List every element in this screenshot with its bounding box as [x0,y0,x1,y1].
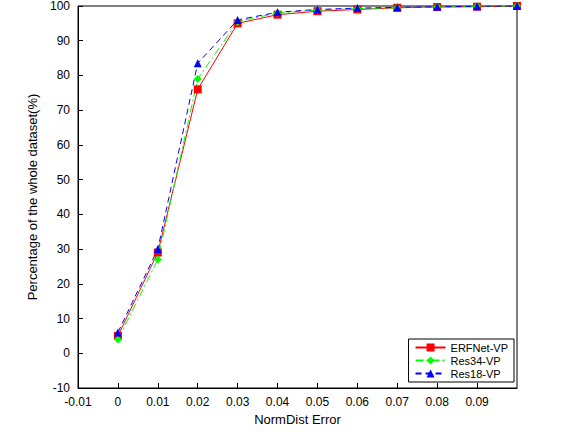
svg-text:0: 0 [63,346,70,360]
svg-text:0.05: 0.05 [306,395,330,409]
svg-text:Res34-VP: Res34-VP [451,355,501,367]
svg-text:0.06: 0.06 [346,395,370,409]
svg-text:80: 80 [57,68,71,82]
svg-text:40: 40 [57,207,71,221]
svg-text:0: 0 [115,395,122,409]
svg-text:100: 100 [50,0,70,13]
svg-text:0.07: 0.07 [386,395,410,409]
svg-text:60: 60 [57,138,71,152]
svg-text:30: 30 [57,242,71,256]
svg-text:0.03: 0.03 [226,395,250,409]
svg-text:Res18-VP: Res18-VP [451,368,501,380]
svg-text:0.08: 0.08 [426,395,450,409]
svg-text:-0.01: -0.01 [64,395,92,409]
svg-text:Percentage of the whole datase: Percentage of the whole dataset(%) [25,94,40,301]
svg-text:-10: -10 [53,381,71,395]
svg-text:ERFNet-VP: ERFNet-VP [451,342,508,354]
svg-text:0.02: 0.02 [186,395,210,409]
svg-text:70: 70 [57,103,71,117]
svg-text:NormDist Error: NormDist Error [254,412,341,427]
svg-text:0.04: 0.04 [266,395,290,409]
svg-text:20: 20 [57,277,71,291]
svg-text:90: 90 [57,34,71,48]
svg-text:0.09: 0.09 [465,395,489,409]
svg-text:50: 50 [57,173,71,187]
svg-text:10: 10 [57,312,71,326]
svg-text:0.01: 0.01 [146,395,170,409]
